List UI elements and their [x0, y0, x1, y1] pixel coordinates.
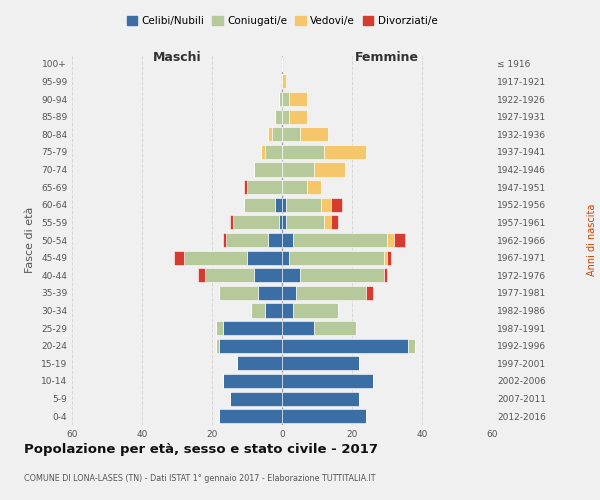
Bar: [408, 338, 415, 353]
Bar: [223, 233, 226, 247]
Bar: [278, 216, 282, 230]
Bar: [215, 338, 219, 353]
Bar: [282, 110, 289, 124]
Bar: [286, 198, 320, 212]
Text: COMUNE DI LONA-LASES (TN) - Dati ISTAT 1° gennaio 2017 - Elaborazione TUTTITALIA: COMUNE DI LONA-LASES (TN) - Dati ISTAT 1…: [24, 474, 376, 483]
Bar: [293, 233, 387, 247]
Bar: [314, 321, 355, 335]
Bar: [247, 180, 282, 194]
Bar: [383, 268, 387, 282]
Bar: [244, 198, 275, 212]
Legend: Celibi/Nubili, Coniugati/e, Vedovi/e, Divorziati/e: Celibi/Nubili, Coniugati/e, Vedovi/e, Di…: [122, 12, 442, 30]
Bar: [299, 268, 383, 282]
Bar: [331, 216, 338, 230]
Bar: [282, 338, 408, 353]
Bar: [268, 233, 282, 247]
Bar: [265, 145, 282, 159]
Bar: [219, 338, 282, 353]
Bar: [198, 268, 205, 282]
Bar: [282, 233, 293, 247]
Bar: [366, 286, 373, 300]
Bar: [324, 145, 366, 159]
Bar: [387, 250, 391, 264]
Bar: [219, 409, 282, 423]
Bar: [324, 216, 331, 230]
Bar: [229, 216, 233, 230]
Bar: [286, 216, 324, 230]
Bar: [293, 304, 338, 318]
Bar: [307, 180, 320, 194]
Bar: [271, 127, 282, 142]
Bar: [299, 127, 328, 142]
Bar: [282, 409, 366, 423]
Bar: [282, 198, 286, 212]
Bar: [229, 392, 282, 406]
Bar: [282, 321, 314, 335]
Bar: [223, 321, 282, 335]
Bar: [247, 250, 282, 264]
Bar: [282, 145, 324, 159]
Bar: [275, 110, 282, 124]
Bar: [289, 110, 307, 124]
Bar: [282, 304, 293, 318]
Bar: [289, 92, 307, 106]
Bar: [219, 286, 257, 300]
Bar: [331, 198, 341, 212]
Bar: [282, 250, 289, 264]
Bar: [282, 92, 289, 106]
Bar: [268, 127, 271, 142]
Bar: [296, 286, 366, 300]
Bar: [184, 250, 247, 264]
Bar: [387, 233, 394, 247]
Bar: [320, 198, 331, 212]
Bar: [226, 233, 268, 247]
Bar: [314, 162, 345, 176]
Bar: [254, 268, 282, 282]
Bar: [383, 250, 387, 264]
Y-axis label: Fasce di età: Fasce di età: [25, 207, 35, 273]
Bar: [282, 374, 373, 388]
Bar: [173, 250, 184, 264]
Bar: [282, 127, 299, 142]
Bar: [265, 304, 282, 318]
Bar: [261, 145, 265, 159]
Bar: [215, 321, 223, 335]
Bar: [275, 198, 282, 212]
Bar: [205, 268, 254, 282]
Text: Popolazione per età, sesso e stato civile - 2017: Popolazione per età, sesso e stato civil…: [24, 442, 378, 456]
Bar: [254, 162, 282, 176]
Bar: [282, 268, 299, 282]
Bar: [257, 286, 282, 300]
Bar: [282, 286, 296, 300]
Bar: [282, 216, 286, 230]
Bar: [282, 356, 359, 370]
Bar: [244, 180, 247, 194]
Bar: [233, 216, 278, 230]
Text: Anni di nascita: Anni di nascita: [587, 204, 597, 276]
Bar: [251, 304, 265, 318]
Bar: [223, 374, 282, 388]
Bar: [282, 392, 359, 406]
Bar: [394, 233, 404, 247]
Bar: [282, 74, 286, 88]
Text: Maschi: Maschi: [152, 52, 202, 64]
Text: Femmine: Femmine: [355, 52, 419, 64]
Bar: [236, 356, 282, 370]
Bar: [278, 92, 282, 106]
Bar: [289, 250, 383, 264]
Bar: [282, 180, 307, 194]
Bar: [282, 162, 314, 176]
